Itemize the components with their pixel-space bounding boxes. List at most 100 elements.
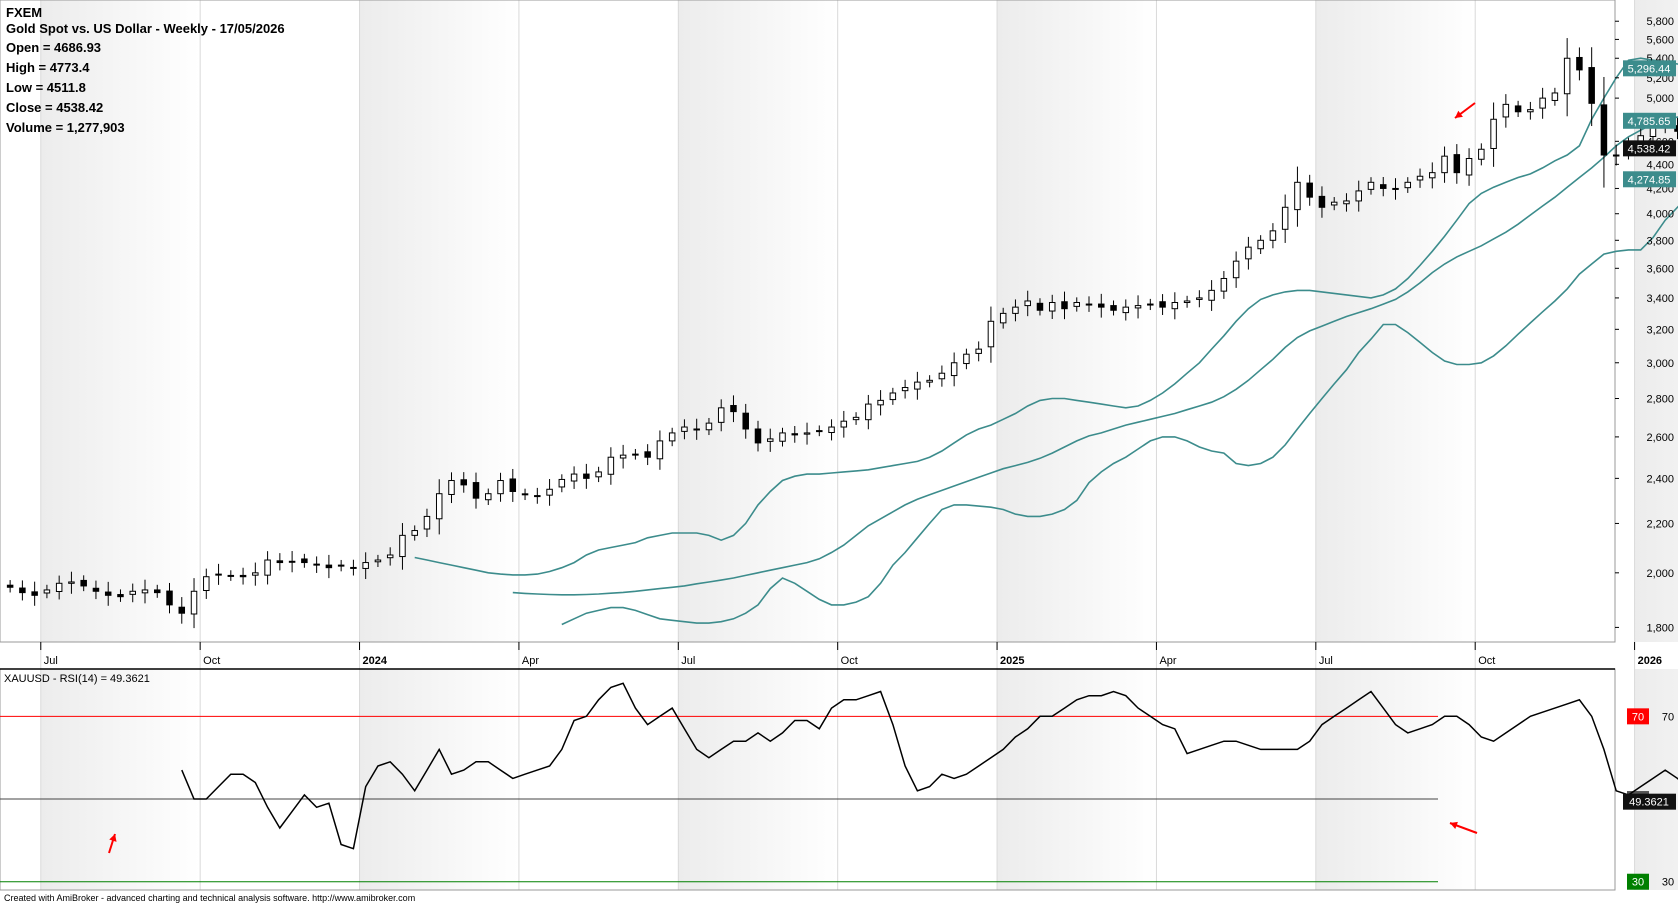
rsi-axis-tick-label: 70: [1662, 711, 1674, 723]
candle-body: [1612, 154, 1620, 157]
candle-body: [1343, 200, 1350, 205]
candle-body: [595, 471, 602, 478]
candle-body: [472, 482, 480, 499]
candle-body: [791, 433, 799, 436]
grid-lines: [40, 0, 1636, 890]
candle-body: [337, 564, 345, 567]
candle-body: [1110, 305, 1117, 311]
candlesticks: [6, 38, 1678, 629]
candle-body: [509, 478, 517, 492]
price-tick-label: 2,400: [1646, 473, 1674, 485]
candle-body: [19, 587, 26, 594]
candle-body: [1061, 301, 1068, 310]
candle-body: [1576, 56, 1583, 71]
candle-body: [1478, 148, 1485, 160]
candle-body: [730, 405, 737, 413]
candle-body: [1196, 297, 1203, 300]
period-shading: [40, 0, 1678, 890]
bollinger-bands: [414, 57, 1678, 626]
volume-value: Volume = 1,277,903: [6, 120, 125, 135]
candle-body: [129, 590, 136, 595]
candle-body: [1048, 302, 1056, 312]
shade-band: [1315, 669, 1476, 890]
candle-body: [779, 432, 786, 442]
candle-body: [1392, 187, 1399, 190]
rsi-axis-tick-label: 30: [1662, 877, 1674, 889]
price-panel-frame: [0, 0, 1616, 643]
candle-body: [435, 493, 443, 520]
candle-body: [963, 353, 970, 365]
candle-body: [681, 426, 688, 432]
candle-body: [558, 478, 566, 488]
time-tick-label: 2026: [1638, 655, 1662, 667]
candle-body: [1404, 181, 1412, 189]
candle-body: [938, 372, 946, 380]
candle-body: [816, 430, 823, 433]
candle-body: [313, 563, 320, 566]
price-value-badge: [1623, 140, 1676, 157]
candle-body: [1122, 306, 1130, 314]
shade-band: [1634, 0, 1678, 642]
bollinger-middle-line: [512, 116, 1678, 596]
candle-body: [1453, 154, 1461, 174]
candle-body: [264, 559, 271, 576]
shade-band: [1315, 0, 1476, 642]
candle-body: [987, 320, 995, 348]
candle-body: [767, 438, 774, 442]
price-tick-label: 5,800: [1646, 16, 1674, 28]
price-value-label: 4,538.42: [1628, 143, 1671, 155]
candle-body: [901, 387, 909, 392]
candle-body: [889, 392, 897, 401]
shade-band: [678, 0, 838, 642]
price-tick-label: 5,400: [1646, 53, 1674, 65]
candle-body: [840, 420, 848, 428]
time-tick-label: Jul: [1319, 655, 1333, 667]
candle-body: [301, 558, 308, 564]
arrow-head: [109, 834, 117, 842]
shade-band: [997, 669, 1157, 890]
candle-body: [166, 590, 173, 606]
candle-body: [215, 573, 222, 576]
candle-body: [374, 559, 382, 563]
candle-body: [1147, 303, 1154, 306]
candle-body: [534, 495, 541, 498]
shade-band: [997, 0, 1157, 642]
candle-body: [1281, 206, 1289, 230]
candle-body: [1367, 181, 1375, 190]
bollinger-upper-line: [414, 57, 1678, 576]
time-axis: JulOct2024AprJulOct2025AprJulOct2026Apr: [40, 642, 1662, 667]
low-value: Low = 4511.8: [6, 80, 86, 95]
high-value: High = 4773.4: [6, 60, 90, 75]
price-tick-label: 1,800: [1646, 622, 1674, 634]
price-value-labels: 5,296.44 4,785.65 4,538.42 4,274.85: [1623, 60, 1676, 188]
candle-body: [619, 454, 627, 459]
price-tick-label: 4,000: [1646, 209, 1674, 221]
candle-body: [411, 530, 418, 536]
candle-body: [583, 473, 590, 479]
price-tick-label: 2,200: [1646, 518, 1674, 530]
candle-body: [1183, 300, 1191, 304]
candle-body: [1098, 303, 1105, 308]
candle-body: [117, 594, 124, 598]
rsi-current-badge: [1623, 793, 1676, 810]
candle-body: [239, 574, 247, 578]
candle-body: [607, 456, 615, 475]
candle-body: [656, 440, 664, 460]
candle-body: [999, 312, 1007, 324]
shade-band: [1634, 669, 1678, 890]
candle-body: [386, 554, 394, 559]
candle-body: [1294, 181, 1301, 211]
candle-body: [975, 348, 982, 354]
time-tick-label: 2024: [363, 655, 388, 667]
price-value-badge: [1623, 171, 1676, 188]
candle-body: [828, 426, 835, 434]
price-tick-label: 2,800: [1646, 394, 1674, 406]
shade-band: [359, 0, 519, 642]
candle-body: [754, 428, 762, 444]
candle-body: [1527, 109, 1534, 113]
candle-body: [1380, 184, 1387, 189]
candle-body: [31, 591, 38, 596]
candle-body: [1465, 157, 1473, 176]
candle-body: [6, 584, 14, 588]
